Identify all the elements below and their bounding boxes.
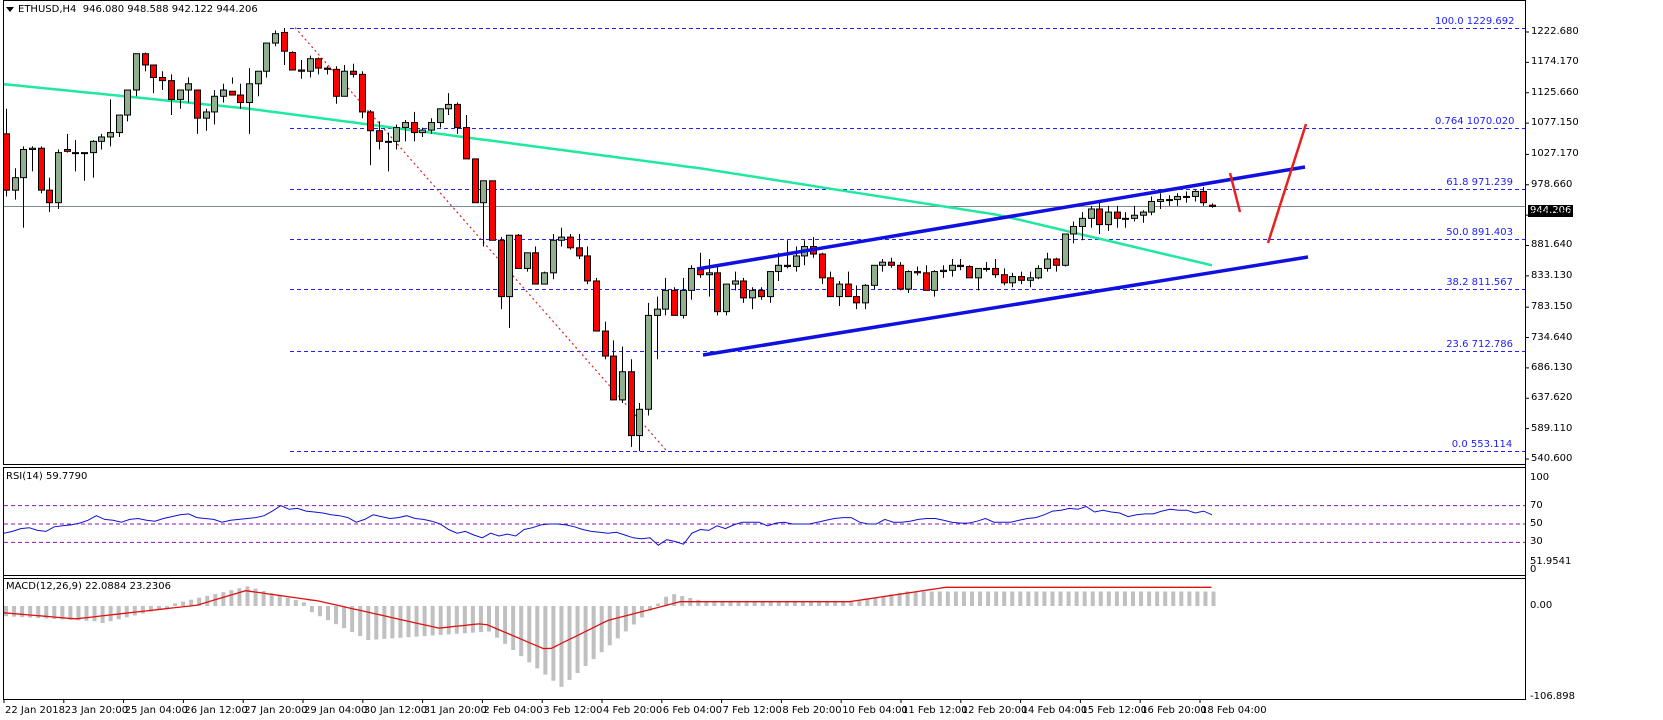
time-axis-ticks [3,699,1201,703]
time-axis-label: 6 Feb 04:00 [662,705,723,716]
price-axis-label: 734.640 [1531,331,1573,343]
price-axis-label: 686.130 [1531,361,1573,373]
channel-bottom-trendline[interactable] [702,255,1309,357]
ohlc-values: 946.080 948.588 942.122 944.206 [82,4,258,15]
time-axis-label: 2 Feb 04:00 [483,705,543,716]
rsi-axis-label: 0 [1530,564,1537,575]
price-axis-label: 930.150 [1531,209,1573,221]
macd-axis-label: -106.898 [1530,691,1575,702]
fib-level-label: 0.764 1070.020 [1435,115,1515,127]
time-axis-label: 22 Jan 2018 [5,705,65,716]
rsi-axis-label: 70 [1530,499,1543,511]
time-axis-label: 8 Feb 20:00 [782,705,842,716]
arrow-down-annotation [1228,172,1242,213]
channel-top-trendline[interactable] [696,165,1306,271]
macd-histogram [4,586,1216,687]
time-axis-label: 14 Feb 04:00 [1021,705,1088,716]
time-axis-label: 31 Jan 20:00 [423,705,487,716]
price-axis-label: 783.150 [1531,301,1573,313]
fib-level-label: 61.8 971.239 [1446,176,1513,188]
time-axis-label: 3 Feb 12:00 [543,705,603,716]
macd-label: MACD(12,26,9) 22.0884 23.2306 [6,581,172,592]
fib-level-label: 0.0 553.114 [1451,438,1513,450]
time-axis-label: 30 Jan 12:00 [363,705,428,716]
time-axis-label: 15 Feb 12:00 [1081,705,1147,716]
time-axis-label: 4 Feb 20:00 [603,705,663,716]
price-axis-label: 637.620 [1531,392,1573,404]
main-pane-frame [3,0,1526,465]
time-axis-label: 18 Feb 04:00 [1201,705,1267,716]
symbol-label: ETHUSD,H4 [18,4,77,15]
time-axis-label: 25 Jan 04:00 [124,705,188,716]
chart-title[interactable]: ETHUSD,H4 946.080 948.588 942.122 944.20… [6,4,258,15]
price-axis-label: 881.640 [1531,239,1573,251]
price-axis-label: 1027.170 [1531,148,1579,160]
price-axis-label: 833.130 [1531,269,1573,281]
fib-level-label: 50.0 891.403 [1446,226,1513,238]
fib-level-label: 38.2 811.567 [1446,276,1513,288]
price-axis-label: 589.110 [1531,422,1573,434]
time-axis-label: 11 Feb 12:00 [902,705,968,716]
moving-average-line [3,82,1213,267]
price-axis-ticks [1525,31,1529,460]
dropdown-triangle-icon[interactable] [6,6,14,12]
time-axis-label: 10 Feb 04:00 [842,705,908,716]
current-price-tag: 944.206 [1528,205,1574,217]
time-axis-label: 16 Feb 20:00 [1141,705,1207,716]
macd-axis-label: 0.00 [1530,600,1553,611]
fibonacci-levels[interactable] [290,28,1525,452]
price-axis-label: 540.600 [1531,452,1573,464]
candlesticks [3,28,1216,452]
time-axis-label: 7 Feb 12:00 [722,705,782,716]
macd-signal-line [3,586,1212,650]
price-axis-label: 1222.680 [1531,26,1579,37]
rsi-label: RSI(14) 59.7790 [6,471,88,482]
rsi-axis-label: 50 [1530,518,1543,529]
fibonacci-trend-line[interactable] [294,27,668,452]
price-axis-label: 1077.150 [1531,117,1579,129]
time-axis-label: 26 Jan 12:00 [184,705,248,716]
rsi-level-lines [4,505,1525,543]
price-axis-label: 1125.660 [1531,86,1579,98]
rsi-line [3,505,1213,546]
time-axis-label: 29 Jan 04:00 [304,705,368,716]
macd-axis-label: 51.9541 [1530,555,1572,567]
arrow-up-annotation [1266,123,1308,244]
price-axis-label: 978.660 [1531,178,1573,190]
time-axis-label: 23 Jan 20:00 [64,705,129,716]
time-axis-label: 12 Feb 20:00 [961,705,1028,716]
time-axis-label: 27 Jan 20:00 [244,705,308,716]
price-axis-label: 1174.170 [1531,56,1579,68]
rsi-axis-label: 30 [1530,536,1543,548]
fib-level-label: 100.0 1229.692 [1435,15,1515,27]
rsi-axis-label: 100 [1530,472,1550,483]
fib-level-label: 23.6 712.786 [1446,338,1513,350]
